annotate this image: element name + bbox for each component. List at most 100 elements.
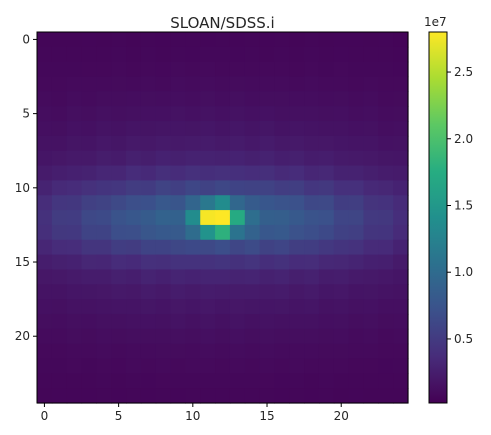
heatmap-cell bbox=[170, 195, 186, 211]
heatmap-cell bbox=[229, 388, 246, 404]
heatmap-cell bbox=[51, 76, 68, 92]
heatmap-cell bbox=[170, 388, 186, 404]
heatmap-cell bbox=[140, 313, 157, 330]
heatmap-cell bbox=[333, 343, 350, 360]
heatmap-cell bbox=[96, 254, 112, 271]
heatmap-cell bbox=[170, 239, 186, 256]
heatmap-cell bbox=[289, 239, 305, 256]
heatmap-cell bbox=[111, 76, 127, 92]
heatmap-cell bbox=[200, 150, 216, 167]
heatmap-cell bbox=[393, 61, 409, 78]
heatmap-cell bbox=[185, 195, 201, 211]
colorbar-tick-label: 1.0 bbox=[454, 265, 473, 279]
heatmap-cell bbox=[274, 269, 290, 285]
heatmap-cell bbox=[229, 239, 246, 256]
heatmap-cell bbox=[155, 32, 172, 48]
heatmap-cell bbox=[81, 313, 97, 330]
heatmap-cell bbox=[66, 239, 83, 256]
heatmap-cell bbox=[81, 343, 97, 360]
heatmap-cell bbox=[333, 269, 350, 285]
heatmap-cell bbox=[51, 135, 68, 152]
heatmap-cell bbox=[289, 121, 305, 137]
heatmap-cell bbox=[66, 121, 83, 137]
heatmap-cell bbox=[289, 224, 305, 241]
heatmap-cell bbox=[393, 210, 409, 226]
heatmap-cell bbox=[185, 299, 201, 315]
heatmap-cell bbox=[155, 269, 172, 285]
y-tick-label: 0 bbox=[22, 32, 30, 46]
heatmap-cell bbox=[96, 46, 112, 63]
heatmap-cell bbox=[126, 373, 142, 389]
heatmap-cell bbox=[200, 254, 216, 271]
heatmap-cell bbox=[318, 61, 335, 78]
heatmap-cell bbox=[215, 32, 231, 48]
heatmap-cell bbox=[111, 150, 127, 167]
heatmap-cell bbox=[229, 195, 246, 211]
y-tick-label: 5 bbox=[22, 107, 30, 121]
heatmap-cell bbox=[348, 313, 365, 330]
heatmap-cell bbox=[244, 358, 261, 374]
heatmap-cell bbox=[363, 61, 379, 78]
heatmap-cell bbox=[111, 210, 127, 226]
heatmap-cell bbox=[244, 32, 261, 48]
heatmap-cell bbox=[215, 373, 231, 389]
heatmap-cell bbox=[304, 61, 320, 78]
heatmap-cell bbox=[185, 254, 201, 271]
heatmap-cell bbox=[259, 32, 276, 48]
heatmap-cell bbox=[244, 373, 261, 389]
heatmap-cell bbox=[66, 210, 83, 226]
heatmap-cell bbox=[66, 135, 83, 152]
heatmap-cell bbox=[304, 210, 320, 226]
heatmap-cell bbox=[333, 373, 350, 389]
heatmap-cell bbox=[363, 388, 379, 404]
heatmap-cell bbox=[200, 358, 216, 374]
heatmap-cell bbox=[140, 180, 157, 196]
heatmap-cell bbox=[215, 195, 231, 211]
heatmap-cell bbox=[185, 269, 201, 285]
heatmap-cell bbox=[363, 239, 379, 256]
heatmap-cell bbox=[96, 224, 112, 241]
heatmap-cell bbox=[37, 239, 53, 256]
heatmap-cell bbox=[51, 269, 68, 285]
heatmap-cell bbox=[378, 165, 394, 181]
heatmap-cell bbox=[333, 299, 350, 315]
heatmap-cell bbox=[51, 32, 68, 48]
heatmap-cell bbox=[185, 76, 201, 92]
heatmap-cell bbox=[81, 269, 97, 285]
heatmap-cell bbox=[185, 135, 201, 152]
heatmap-cell bbox=[393, 254, 409, 271]
heatmap-cell bbox=[259, 180, 276, 196]
heatmap-cell bbox=[318, 210, 335, 226]
heatmap-cell bbox=[185, 46, 201, 63]
heatmap-cell bbox=[51, 358, 68, 374]
heatmap-cell bbox=[200, 121, 216, 137]
heatmap-cell bbox=[51, 150, 68, 167]
heatmap-cell bbox=[215, 106, 231, 122]
heatmap-cell bbox=[185, 180, 201, 196]
heatmap-cell bbox=[170, 269, 186, 285]
heatmap-cell bbox=[348, 373, 365, 389]
heatmap-cell bbox=[348, 32, 365, 48]
heatmap-cell bbox=[363, 91, 379, 107]
heatmap-cell bbox=[140, 76, 157, 92]
heatmap-cell bbox=[66, 343, 83, 360]
heatmap-cell bbox=[111, 313, 127, 330]
heatmap-cell bbox=[289, 343, 305, 360]
x-tick-label: 15 bbox=[259, 409, 274, 423]
heatmap-cell bbox=[289, 210, 305, 226]
heatmap-cell bbox=[393, 121, 409, 137]
heatmap-cell bbox=[37, 61, 53, 78]
heatmap-cell bbox=[155, 150, 172, 167]
heatmap-cell bbox=[363, 210, 379, 226]
heatmap-cell bbox=[111, 284, 127, 300]
heatmap-cell bbox=[289, 180, 305, 196]
heatmap-cell bbox=[140, 165, 157, 181]
heatmap-cell bbox=[363, 32, 379, 48]
heatmap-cell bbox=[200, 313, 216, 330]
heatmap-cell bbox=[155, 195, 172, 211]
heatmap-cell bbox=[274, 32, 290, 48]
heatmap-cell bbox=[66, 180, 83, 196]
heatmap-cell bbox=[348, 269, 365, 285]
heatmap-cell bbox=[170, 135, 186, 152]
heatmap-cell bbox=[363, 328, 379, 345]
